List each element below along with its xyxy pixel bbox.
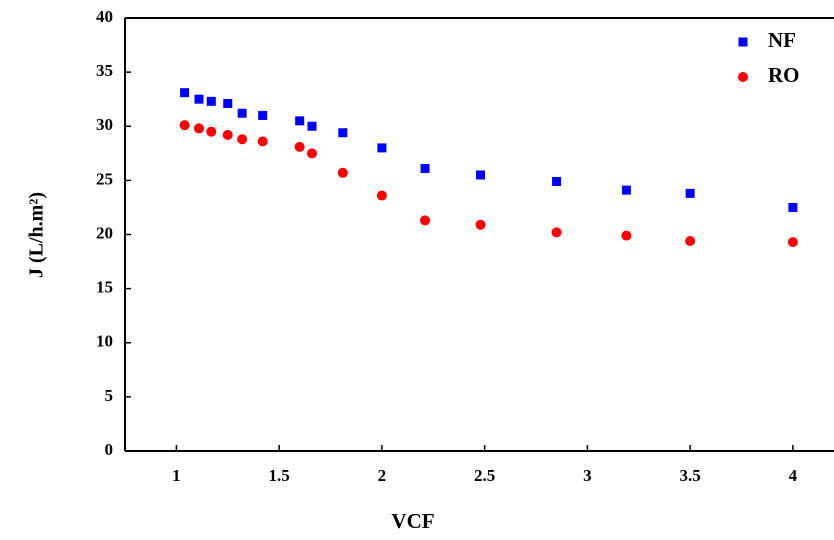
legend-label: RO <box>768 63 800 87</box>
data-point <box>788 202 798 212</box>
y-tick-label: 0 <box>105 440 114 459</box>
data-point <box>193 123 204 134</box>
data-point <box>338 128 348 138</box>
data-point <box>180 88 190 98</box>
x-tick-label: 1 <box>172 466 181 485</box>
data-point <box>420 215 431 226</box>
x-tick-label: 3 <box>583 466 592 485</box>
data-point <box>337 167 348 178</box>
data-point <box>206 126 217 137</box>
data-point <box>194 94 204 104</box>
data-point <box>787 237 798 248</box>
data-point <box>294 141 305 152</box>
y-tick-label: 30 <box>96 115 113 134</box>
data-point <box>237 108 247 118</box>
data-point <box>307 148 318 159</box>
x-tick-label: 1.5 <box>269 466 290 485</box>
data-point <box>179 120 190 131</box>
data-point <box>206 96 216 106</box>
y-axis-label: J (L/h.m²) <box>26 192 48 278</box>
data-point <box>295 116 305 126</box>
legend-marker <box>738 37 748 47</box>
data-point <box>307 121 317 131</box>
x-tick-label: 3.5 <box>680 466 701 485</box>
y-tick-label: 15 <box>96 278 113 297</box>
data-point <box>258 110 268 120</box>
x-tick-label: 2 <box>378 466 387 485</box>
y-tick-label: 40 <box>96 7 113 26</box>
data-point <box>621 230 632 241</box>
data-point <box>685 188 695 198</box>
data-point <box>552 176 562 186</box>
y-tick-label: 5 <box>105 386 114 405</box>
data-point <box>376 190 387 201</box>
data-point <box>237 134 248 145</box>
data-point <box>476 170 486 180</box>
data-point <box>621 185 631 195</box>
data-point <box>257 136 268 147</box>
y-tick-label: 10 <box>96 332 113 351</box>
data-point <box>420 163 430 173</box>
y-tick-label: 20 <box>96 223 113 242</box>
data-point <box>223 99 233 109</box>
data-point <box>222 129 233 140</box>
data-point <box>685 235 696 246</box>
data-point <box>475 219 486 230</box>
y-tick-label: 25 <box>96 169 113 188</box>
data-point <box>551 227 562 238</box>
x-tick-label: 4 <box>789 466 798 485</box>
data-point <box>377 143 387 153</box>
x-tick-label: 2.5 <box>474 466 495 485</box>
legend-marker <box>738 72 748 82</box>
y-tick-label: 35 <box>96 61 113 80</box>
x-axis-label: VCF <box>391 509 434 533</box>
legend-label: NF <box>768 28 796 52</box>
